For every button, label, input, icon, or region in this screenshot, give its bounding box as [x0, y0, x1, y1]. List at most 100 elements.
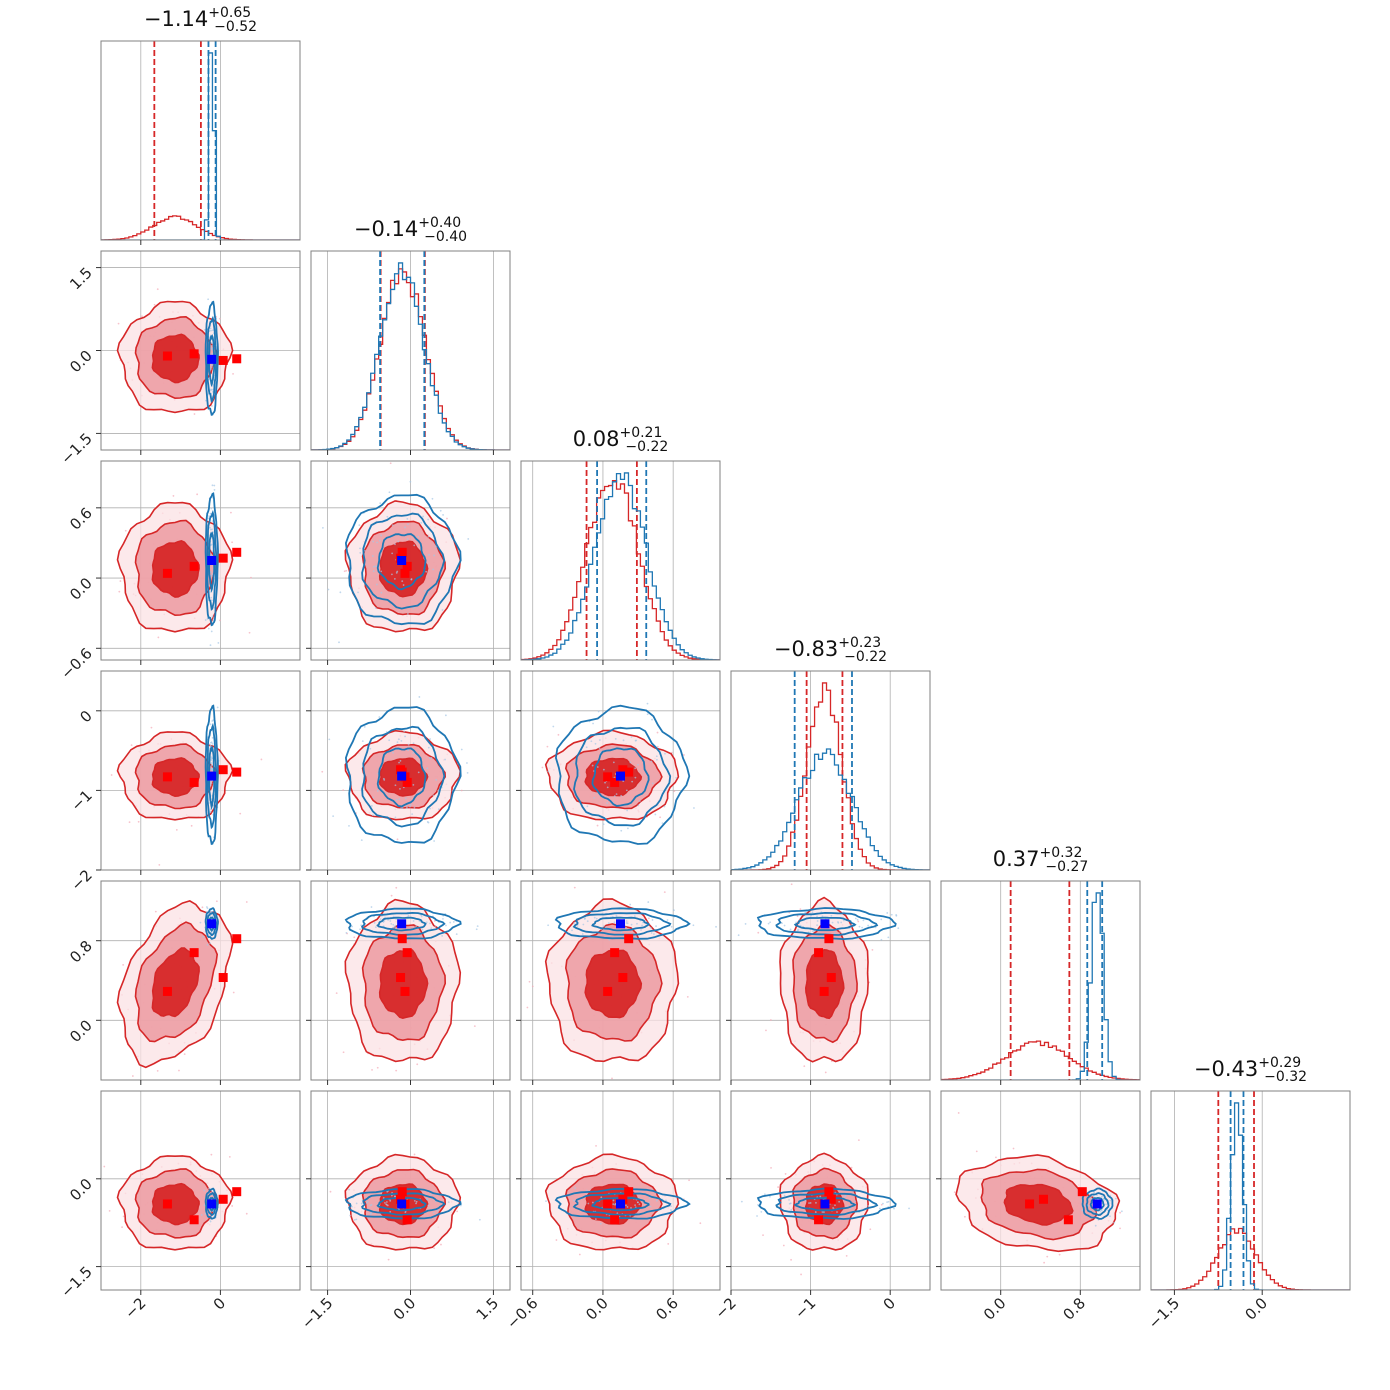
truth-marker-red: [162, 1199, 172, 1209]
truth-marker-blue: [207, 919, 217, 929]
sample-point-blue: [823, 1211, 825, 1213]
sample-point-blue: [846, 1204, 849, 1207]
sample-point-red: [413, 1153, 416, 1156]
sample-point-blue: [809, 1202, 812, 1204]
sample-point-blue: [373, 922, 376, 924]
sample-point-red: [531, 985, 534, 988]
sample-point-red: [799, 908, 802, 911]
sample-point-red: [762, 1234, 764, 1237]
sample-point-blue: [390, 1194, 393, 1197]
sample-point-red: [595, 1144, 597, 1147]
contour-blue: [376, 533, 427, 591]
sample-point-red: [578, 1253, 581, 1256]
sample-point-red: [367, 1099, 369, 1101]
sample-point-blue: [692, 924, 695, 927]
truth-marker-blue: [1092, 1199, 1102, 1209]
sample-point-blue: [452, 921, 455, 923]
sample-point-blue: [427, 535, 430, 538]
sample-point-blue: [404, 1211, 407, 1214]
sample-point-blue: [208, 515, 210, 517]
sample-point-blue: [815, 1201, 817, 1204]
sample-point-blue: [442, 514, 444, 516]
panel-frame: [730, 1090, 931, 1291]
sample-point-blue: [767, 922, 770, 925]
sample-point-blue: [460, 748, 463, 751]
sample-point-blue: [455, 933, 458, 936]
sample-point-blue: [207, 393, 210, 396]
sample-point-red: [215, 900, 218, 903]
sample-point-blue: [350, 1205, 353, 1208]
x-tick-label: 0.6: [652, 1294, 682, 1324]
sample-point-blue: [338, 641, 340, 644]
sample-point-blue: [203, 1204, 206, 1207]
sample-point-red: [122, 963, 125, 966]
sample-point-blue: [582, 923, 585, 926]
sample-point-blue: [404, 526, 406, 529]
y-tick-label: 0.8: [66, 937, 96, 967]
sample-point-blue: [641, 924, 643, 927]
sample-point-blue: [370, 906, 373, 908]
sample-point-red: [150, 726, 153, 729]
sample-point-blue: [425, 1197, 428, 1200]
sample-point-blue: [808, 1202, 810, 1204]
sample-point-red: [446, 517, 448, 520]
panel-frame: [520, 460, 721, 661]
sample-point-red: [232, 991, 235, 994]
sample-point-blue: [466, 762, 468, 764]
sample-point-blue: [656, 1199, 658, 1202]
sample-point-red: [1149, 1226, 1151, 1228]
sample-point-blue: [372, 796, 375, 799]
sample-point-blue: [208, 1187, 210, 1190]
sample-point-red: [130, 744, 133, 746]
sample-point-red: [232, 372, 234, 375]
sample-point-blue: [649, 1205, 652, 1208]
sample-point-blue: [598, 747, 601, 750]
sample-point-blue: [651, 782, 654, 785]
sample-point-red: [433, 1247, 436, 1250]
sample-point-red: [172, 495, 175, 497]
sample-point-blue: [400, 807, 403, 809]
sample-point-blue: [402, 584, 405, 586]
sample-point-blue: [369, 747, 372, 750]
contour-red: [151, 1182, 200, 1226]
sample-point-blue: [412, 742, 415, 745]
sample-point-red: [219, 619, 221, 622]
sample-point-blue: [371, 814, 374, 817]
sample-point-blue: [379, 502, 382, 505]
sample-point-red: [541, 766, 544, 769]
sample-point-blue: [432, 1211, 435, 1214]
y-tick-label: 0.6: [66, 504, 96, 534]
sample-point-blue: [642, 921, 644, 924]
sample-point-blue: [612, 1203, 615, 1206]
sample-point-red: [656, 745, 659, 748]
sample-point-blue: [209, 1220, 212, 1223]
sample-point-red: [647, 917, 650, 920]
hist-panel-2: 0.08+0.21 −0.22: [520, 425, 721, 665]
sample-point-blue: [737, 934, 740, 937]
sample-point-red: [416, 1063, 419, 1066]
sample-point-blue: [769, 1195, 771, 1198]
hist-panel-0: −1.14+0.65 −0.52: [100, 5, 301, 245]
sample-point-red: [248, 631, 251, 634]
sample-point-blue: [345, 931, 348, 934]
sample-point-blue: [1094, 1224, 1097, 1227]
sample-point-blue: [880, 918, 883, 921]
sample-point-blue: [212, 719, 215, 722]
sample-point-blue: [391, 573, 393, 576]
sample-point-blue: [390, 930, 393, 933]
sample-point-red: [1046, 1255, 1049, 1258]
sample-point-blue: [209, 388, 212, 391]
sample-point-blue: [372, 570, 375, 573]
sample-point-blue: [744, 923, 747, 925]
sample-point-red: [770, 1166, 772, 1169]
sample-point-blue: [449, 921, 452, 924]
sample-point-blue: [420, 915, 423, 918]
sample-point-blue: [606, 786, 609, 789]
histogram-red: [731, 682, 930, 870]
sample-point-blue: [814, 1211, 817, 1213]
sample-point-blue: [602, 768, 605, 771]
contour-blue: [756, 907, 897, 941]
sample-point-blue: [365, 1201, 368, 1204]
sample-point-blue: [614, 737, 617, 740]
sample-point-blue: [599, 1222, 602, 1225]
